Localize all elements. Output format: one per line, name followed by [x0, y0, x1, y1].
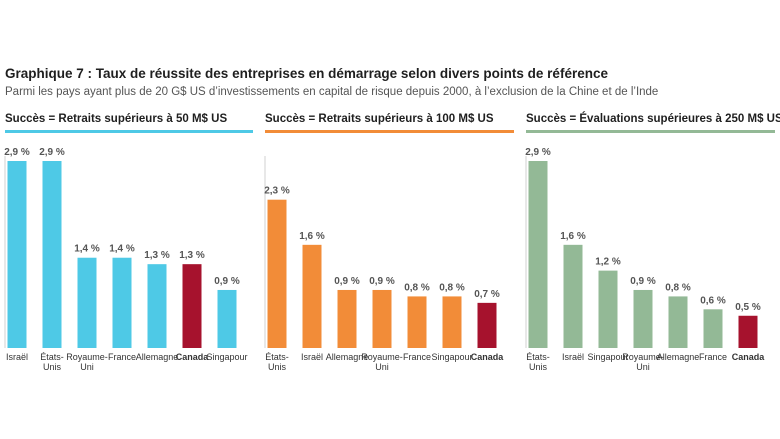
category-label-0-2-line1: Uni [80, 362, 94, 372]
value-label-0-1: 2,9 % [39, 147, 65, 158]
bar-1-0 [267, 199, 287, 348]
value-label-1-5: 0,8 % [439, 282, 465, 293]
bar-0-0 [7, 161, 27, 348]
bar-1-6 [477, 302, 497, 348]
category-label-0-1-line1: Unis [43, 362, 62, 372]
category-label-0-5: Canada [176, 352, 210, 362]
bar-2-3 [633, 289, 653, 348]
bar-1-2 [337, 289, 357, 348]
category-label-0-1-line0: États- [40, 352, 64, 362]
category-label-0-4: Allemagne [136, 352, 179, 362]
value-label-2-1: 1,6 % [560, 231, 586, 242]
category-label-2-3-line0: Royaume- [622, 352, 664, 362]
value-label-1-6: 0,7 % [474, 289, 500, 300]
category-label-2-3-line1: Uni [636, 362, 650, 372]
panel-header-retraits-100: Succès = Retraits supérieurs à 100 M$ US [265, 113, 494, 125]
category-label-1-3-line1: Uni [375, 362, 389, 372]
category-label-0-2-line0: Royaume- [66, 352, 108, 362]
panel-rule-evaluations-250 [526, 130, 775, 133]
value-label-0-5: 1,3 % [179, 250, 205, 261]
value-label-0-0: 2,9 % [4, 147, 30, 158]
category-label-0-6: Singapour [206, 352, 247, 362]
bar-0-2 [77, 257, 97, 348]
category-label-1-1: Israël [301, 352, 323, 362]
value-label-1-1: 1,6 % [299, 231, 325, 242]
category-label-2-6: Canada [732, 352, 766, 362]
bar-1-5 [442, 296, 462, 348]
category-label-1-4: France [403, 352, 431, 362]
bar-0-3 [112, 257, 132, 348]
category-label-2-0-line0: États- [526, 352, 550, 362]
value-label-2-5: 0,6 % [700, 295, 726, 306]
category-label-1-0-line0: États- [265, 352, 289, 362]
value-label-0-6: 0,9 % [214, 276, 240, 287]
panel-rule-retraits-100 [265, 130, 514, 133]
value-label-2-6: 0,5 % [735, 302, 761, 313]
value-label-0-2: 1,4 % [74, 244, 100, 255]
bar-2-6 [738, 315, 758, 348]
value-label-2-3: 0,9 % [630, 276, 656, 287]
category-label-1-2: Allemagne [326, 352, 369, 362]
panel-header-evaluations-250: Succès = Évaluations supérieures à 250 M… [526, 113, 780, 125]
bar-1-3 [372, 289, 392, 348]
bar-2-1 [563, 244, 583, 348]
category-label-1-6: Canada [471, 352, 505, 362]
value-label-2-2: 1,2 % [595, 257, 621, 268]
bar-2-0 [528, 161, 548, 348]
value-label-0-4: 1,3 % [144, 250, 170, 261]
category-label-2-0-line1: Unis [529, 362, 548, 372]
category-label-2-2: Singapour [587, 352, 628, 362]
bar-1-1 [302, 244, 322, 348]
category-label-2-5: France [699, 352, 727, 362]
category-label-1-0-line1: Unis [268, 362, 287, 372]
panel-header-retraits-50: Succès = Retraits supérieurs à 50 M$ US [5, 113, 228, 125]
category-label-0-3: France [108, 352, 136, 362]
bar-2-4 [668, 296, 688, 348]
bar-0-5 [182, 264, 202, 348]
bar-1-4 [407, 296, 427, 348]
bar-0-4 [147, 264, 167, 348]
chart-title: Graphique 7 : Taux de réussite des entre… [5, 66, 608, 81]
value-label-0-3: 1,4 % [109, 244, 135, 255]
bar-0-6 [217, 289, 237, 348]
value-label-2-4: 0,8 % [665, 282, 691, 293]
value-label-1-3: 0,9 % [369, 276, 395, 287]
value-label-1-2: 0,9 % [334, 276, 360, 287]
bar-2-2 [598, 270, 618, 348]
category-label-1-3-line0: Royaume- [361, 352, 403, 362]
category-label-2-1: Israël [562, 352, 584, 362]
panel-rule-retraits-50 [5, 130, 253, 133]
category-label-0-0: Israël [6, 352, 28, 362]
value-label-1-4: 0,8 % [404, 282, 430, 293]
bar-2-5 [703, 309, 723, 348]
value-label-2-0: 2,9 % [525, 147, 551, 158]
category-label-2-4: Allemagne [657, 352, 700, 362]
category-label-1-5: Singapour [431, 352, 472, 362]
bar-0-1 [42, 161, 62, 348]
chart-subtitle: Parmi les pays ayant plus de 20 G$ US d’… [5, 86, 659, 98]
value-label-1-0: 2,3 % [264, 186, 290, 197]
